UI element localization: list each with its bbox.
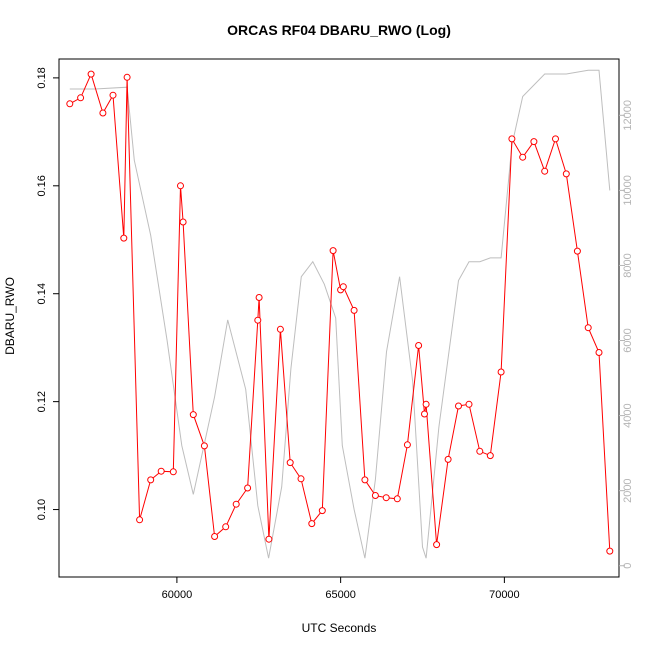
x-tick-label: 60000 (162, 589, 193, 601)
data-point (552, 135, 559, 143)
data-point (361, 476, 369, 484)
data-point (109, 91, 117, 99)
data-point (254, 316, 262, 324)
y2-tick-label: 2000 (622, 478, 634, 502)
data-point (422, 400, 430, 408)
data-point (200, 442, 208, 450)
x-axis: 60000 65000 70000 (162, 577, 520, 601)
data-point (308, 520, 316, 528)
data-point (444, 455, 452, 463)
data-point (222, 523, 230, 531)
data-point (350, 306, 358, 314)
data-point (147, 476, 155, 484)
data-point (276, 325, 284, 333)
data-point (508, 135, 516, 143)
data-point (177, 182, 184, 190)
data-point (497, 368, 505, 376)
data-point (232, 500, 240, 508)
data-point (66, 100, 74, 108)
data-point (189, 411, 197, 419)
data-point (329, 247, 337, 255)
x-tick-label: 65000 (325, 589, 356, 601)
gray-series-line (69, 69, 611, 559)
y-tick-label: 0.12 (36, 391, 48, 412)
x-axis-label: UTC Seconds (302, 621, 377, 635)
data-point (465, 400, 473, 408)
data-point (433, 541, 441, 549)
data-point (77, 94, 85, 102)
data-point (573, 247, 581, 255)
data-point (339, 283, 347, 291)
data-point (286, 459, 294, 467)
data-point (562, 170, 570, 178)
data-point (415, 342, 423, 349)
data-point (541, 167, 549, 175)
y-tick-label: 0.14 (36, 283, 48, 304)
y2-tick-label: 0 (622, 563, 634, 569)
data-point (265, 535, 273, 543)
data-point (403, 441, 411, 449)
y-axis-left: 0.10 0.12 0.14 0.16 0.18 (36, 67, 59, 520)
y-axis-label: DBARU_RWO (3, 277, 17, 355)
data-point (244, 484, 252, 492)
y-axis-right: 0 2000 4000 6000 8000 10000 12000 (619, 100, 634, 569)
y2-tick-label: 12000 (622, 100, 634, 131)
data-point (255, 294, 263, 301)
chart-title: ORCAS RF04 DBARU_RWO (Log) (227, 22, 451, 38)
data-point (606, 547, 614, 555)
data-point (393, 495, 401, 503)
data-point (136, 516, 144, 524)
x-tick-label: 70000 (489, 589, 520, 601)
data-point (297, 475, 305, 483)
data-point (455, 402, 462, 410)
data-point (371, 492, 379, 499)
data-point (157, 467, 165, 475)
data-point (530, 138, 538, 146)
data-point (382, 494, 390, 502)
data-point (595, 349, 603, 356)
data-point (421, 410, 428, 418)
y-tick-label: 0.16 (36, 175, 48, 196)
y-tick-label: 0.10 (36, 499, 48, 520)
data-point (120, 234, 128, 242)
data-point (99, 109, 107, 117)
y2-tick-label: 4000 (622, 403, 634, 427)
y2-tick-label: 10000 (622, 175, 634, 206)
data-point (519, 153, 527, 161)
data-point (211, 533, 219, 540)
data-point (584, 324, 592, 332)
data-point (179, 218, 187, 226)
y-tick-label: 0.18 (36, 67, 48, 88)
series-layer (66, 69, 614, 559)
data-point (486, 452, 494, 460)
data-point (318, 507, 326, 515)
y2-tick-label: 6000 (622, 328, 634, 352)
plot-frame (58, 58, 620, 578)
data-point (87, 70, 95, 78)
y2-tick-label: 8000 (622, 253, 634, 277)
data-point (169, 468, 177, 476)
data-point (476, 447, 484, 455)
data-point (123, 73, 131, 81)
